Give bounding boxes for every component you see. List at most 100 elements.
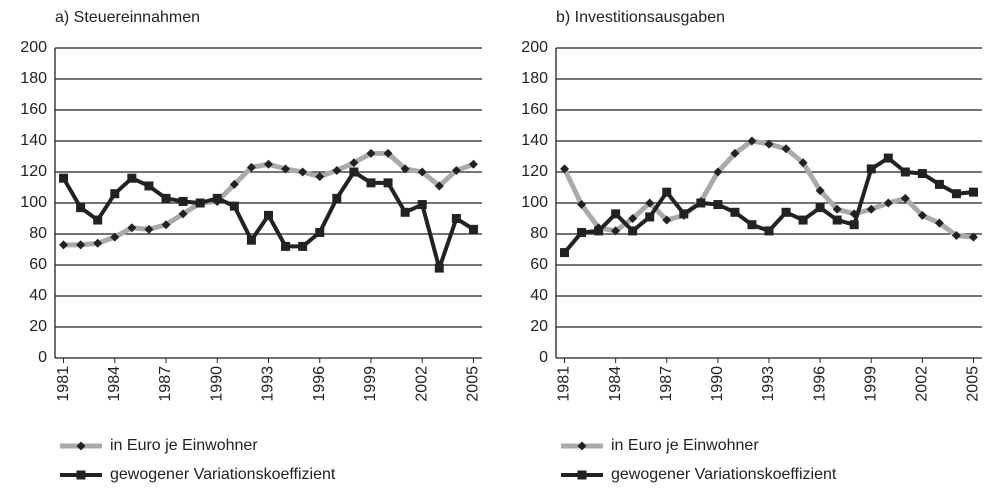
point <box>281 164 291 174</box>
point <box>161 193 171 203</box>
y-tick-label: 20 <box>530 318 548 335</box>
y-tick-label: 100 <box>20 194 47 211</box>
point <box>246 162 256 172</box>
point <box>434 181 444 191</box>
point <box>315 172 325 182</box>
point <box>281 241 291 251</box>
x-tick-label: 2002 <box>914 366 931 402</box>
point <box>178 196 188 206</box>
point <box>662 187 672 197</box>
point <box>451 165 461 175</box>
point <box>366 178 376 188</box>
y-tick-label: 60 <box>29 256 47 273</box>
point <box>110 232 120 242</box>
point <box>349 167 359 177</box>
point <box>866 204 876 214</box>
y-tick-label: 0 <box>539 349 548 366</box>
point <box>866 164 876 174</box>
point <box>815 203 825 213</box>
x-tick-label: 1999 <box>862 366 879 402</box>
point <box>679 209 689 219</box>
y-tick-label: 160 <box>20 101 47 118</box>
y-tick-label: 200 <box>521 39 548 56</box>
point <box>417 200 427 210</box>
y-tick-label: 40 <box>530 287 548 304</box>
point <box>798 158 808 168</box>
point <box>76 203 86 213</box>
point <box>264 159 273 169</box>
chart-title: a) Steuereinnahmen <box>55 9 200 26</box>
point <box>298 167 308 177</box>
point <box>968 187 978 197</box>
legend-marker <box>76 441 86 451</box>
point <box>246 235 256 245</box>
x-tick-label: 1987 <box>157 366 174 402</box>
point <box>59 240 69 250</box>
point <box>594 226 604 236</box>
point <box>434 263 444 273</box>
point <box>951 231 961 241</box>
point <box>93 238 103 248</box>
legend-marker <box>577 470 587 480</box>
point <box>110 189 120 199</box>
point <box>298 241 308 251</box>
point <box>645 212 655 222</box>
point <box>468 159 478 169</box>
point <box>178 209 188 219</box>
y-tick-label: 140 <box>20 132 47 149</box>
point <box>229 201 239 211</box>
point <box>781 144 791 154</box>
y-tick-label: 120 <box>521 163 548 180</box>
x-tick-label: 1990 <box>208 366 225 402</box>
point <box>127 173 137 183</box>
x-tick-label: 1999 <box>362 366 379 402</box>
point <box>747 220 757 230</box>
x-tick-label: 1984 <box>607 366 624 402</box>
y-tick-label: 80 <box>530 225 548 242</box>
point <box>832 215 842 225</box>
point <box>468 224 478 234</box>
x-tick-label: 1984 <box>106 366 123 402</box>
y-tick-label: 40 <box>29 287 47 304</box>
point <box>730 148 740 158</box>
point <box>832 204 842 214</box>
point <box>611 226 621 236</box>
point <box>144 224 154 234</box>
legend-marker <box>577 441 587 451</box>
point <box>917 210 927 220</box>
legend-label: gewogener Variationskoeffizient <box>611 466 837 483</box>
point <box>315 227 325 237</box>
point <box>366 148 376 158</box>
point <box>815 186 825 196</box>
point <box>560 248 570 258</box>
point <box>229 179 239 189</box>
y-tick-label: 20 <box>29 318 47 335</box>
point <box>264 210 273 220</box>
point <box>400 164 410 174</box>
y-tick-label: 80 <box>29 225 47 242</box>
point <box>951 189 961 199</box>
series-line <box>61 170 475 271</box>
chart-title: b) Investitionsausgaben <box>556 9 725 26</box>
point <box>798 215 808 225</box>
legend-marker <box>76 470 86 480</box>
point <box>764 139 774 149</box>
point <box>696 198 706 208</box>
x-tick-label: 1987 <box>658 366 675 402</box>
point <box>900 167 910 177</box>
point <box>451 214 461 223</box>
point <box>161 220 171 230</box>
point <box>577 227 587 237</box>
point <box>934 218 944 228</box>
point <box>611 209 621 219</box>
point <box>730 207 740 217</box>
x-tick-label: 1996 <box>311 366 328 402</box>
y-tick-label: 0 <box>38 349 47 366</box>
point <box>577 200 587 210</box>
point <box>195 198 205 208</box>
point <box>645 198 655 208</box>
point <box>417 167 427 177</box>
point <box>212 193 222 203</box>
point <box>127 223 137 233</box>
